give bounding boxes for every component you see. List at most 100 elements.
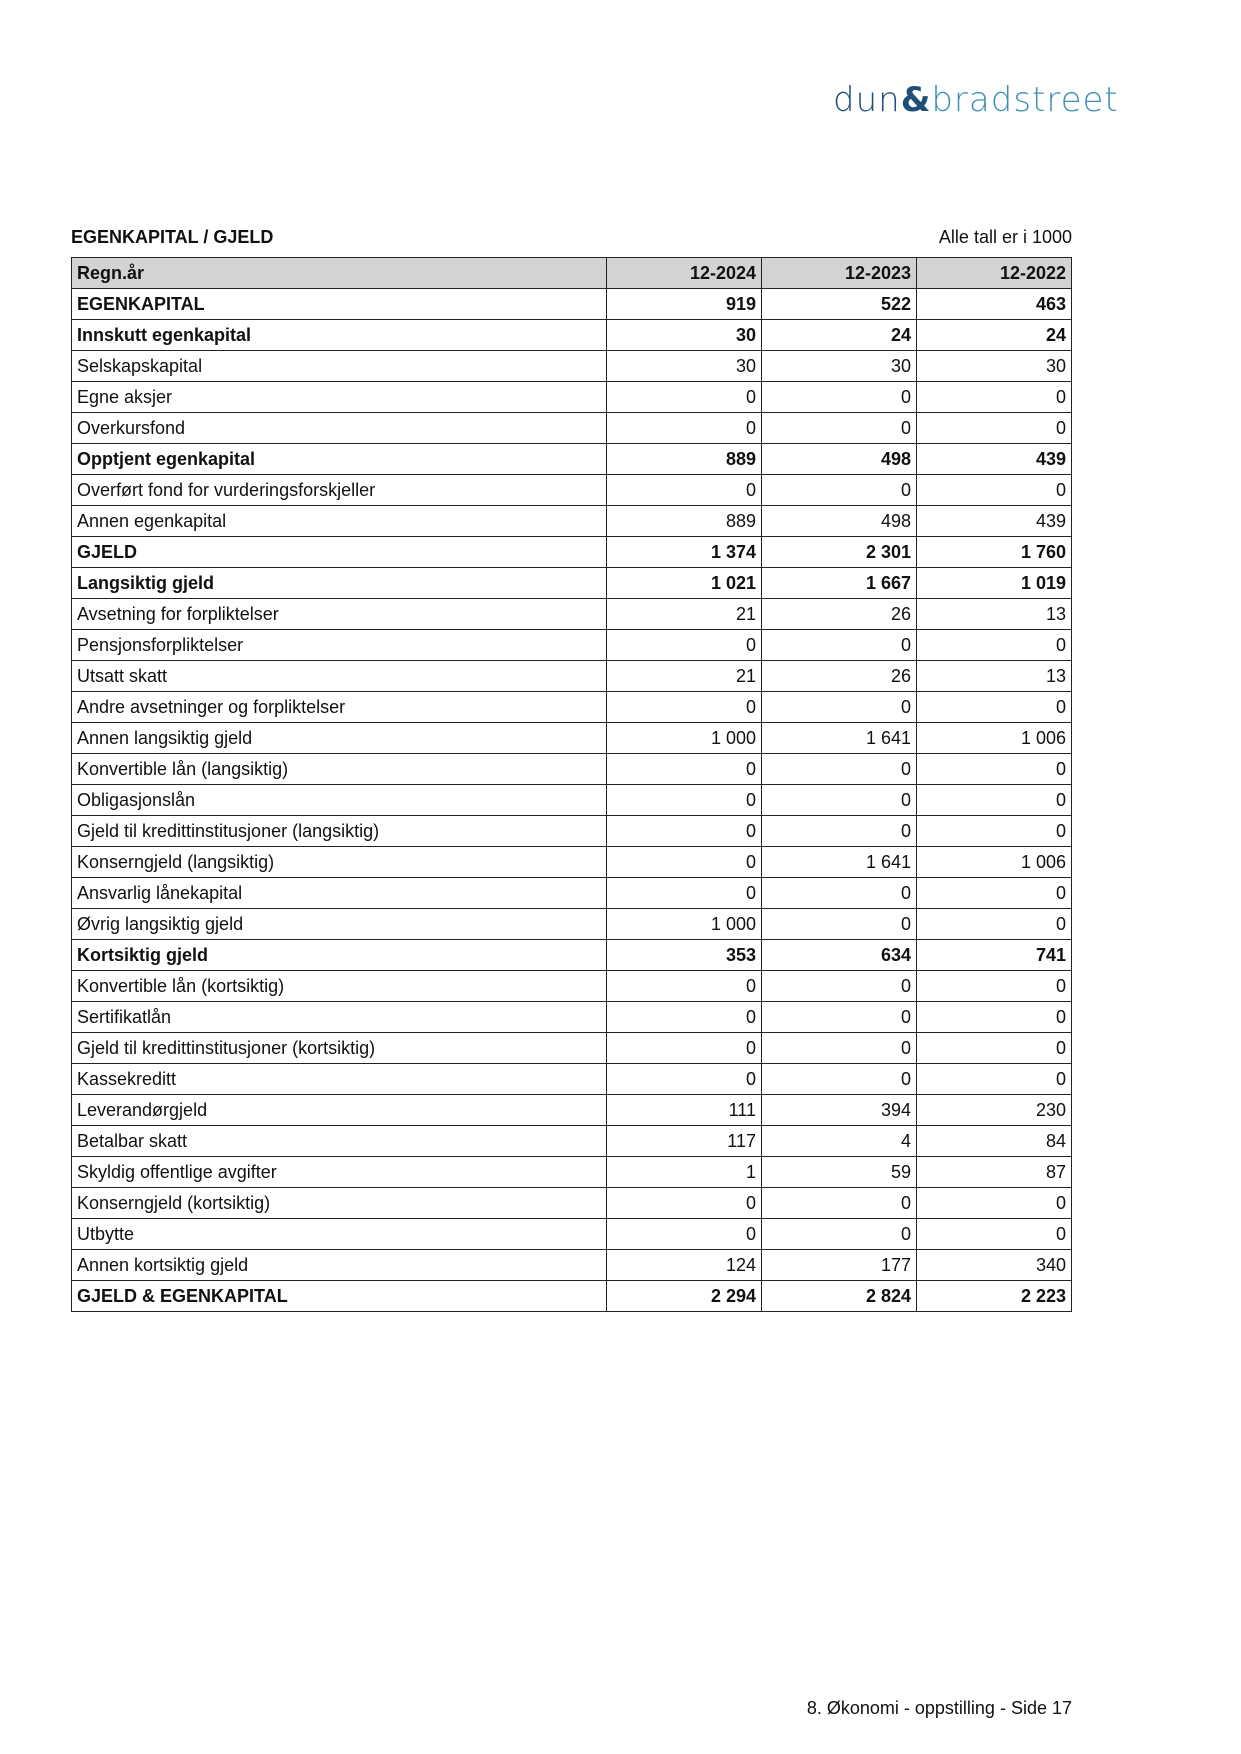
row-value: 0 <box>606 1001 762 1033</box>
row-value: 24 <box>916 319 1072 351</box>
table-row: Konvertible lån (kortsiktig) 0 0 0 <box>71 970 1072 1002</box>
row-label: Utbytte <box>71 1218 607 1250</box>
row-label: Andre avsetninger og forpliktelser <box>71 691 607 723</box>
row-value: 0 <box>761 753 917 785</box>
row-value: 1 641 <box>761 722 917 754</box>
row-label: Pensjonsforpliktelser <box>71 629 607 661</box>
row-value: 522 <box>761 288 917 320</box>
row-value: 84 <box>916 1125 1072 1157</box>
row-value: 13 <box>916 660 1072 692</box>
table-row: Opptjent egenkapital 889 498 439 <box>71 443 1072 475</box>
row-value: 1 641 <box>761 846 917 878</box>
header-year: 12-2023 <box>761 257 917 289</box>
header-label: Regn.år <box>71 257 607 289</box>
row-value: 889 <box>606 505 762 537</box>
row-label: Ansvarlig lånekapital <box>71 877 607 909</box>
row-value: 0 <box>761 877 917 909</box>
row-value: 340 <box>916 1249 1072 1281</box>
row-value: 0 <box>916 1187 1072 1219</box>
row-value: 0 <box>761 412 917 444</box>
row-value: 0 <box>606 412 762 444</box>
table-row: Overkursfond 0 0 0 <box>71 412 1072 444</box>
table-row: Skyldig offentlige avgifter 1 59 87 <box>71 1156 1072 1188</box>
row-label: Konvertible lån (langsiktig) <box>71 753 607 785</box>
row-value: 0 <box>761 784 917 816</box>
row-value: 463 <box>916 288 1072 320</box>
row-value: 0 <box>916 753 1072 785</box>
row-label: Betalbar skatt <box>71 1125 607 1157</box>
row-value: 394 <box>761 1094 917 1126</box>
row-value: 124 <box>606 1249 762 1281</box>
table-row: Kassekreditt 0 0 0 <box>71 1063 1072 1095</box>
row-value: 0 <box>916 474 1072 506</box>
row-value: 0 <box>761 1218 917 1250</box>
row-label: EGENKAPITAL <box>71 288 607 320</box>
row-value: 30 <box>606 350 762 382</box>
row-value: 230 <box>916 1094 1072 1126</box>
row-value: 13 <box>916 598 1072 630</box>
table-row: Sertifikatlån 0 0 0 <box>71 1001 1072 1033</box>
row-value: 0 <box>916 970 1072 1002</box>
row-label: GJELD & EGENKAPITAL <box>71 1280 607 1312</box>
table-row: Utbytte 0 0 0 <box>71 1218 1072 1250</box>
table-row: Egne aksjer 0 0 0 <box>71 381 1072 413</box>
row-value: 0 <box>606 691 762 723</box>
row-value: 0 <box>916 1032 1072 1064</box>
row-label: Gjeld til kredittinstitusjoner (kortsikt… <box>71 1032 607 1064</box>
row-label: Langsiktig gjeld <box>71 567 607 599</box>
table-row: Obligasjonslån 0 0 0 <box>71 784 1072 816</box>
row-label: Sertifikatlån <box>71 1001 607 1033</box>
row-label: Konserngjeld (langsiktig) <box>71 846 607 878</box>
table-row: Annen langsiktig gjeld 1 000 1 641 1 006 <box>71 722 1072 754</box>
table-row: Langsiktig gjeld 1 021 1 667 1 019 <box>71 567 1072 599</box>
section-title: EGENKAPITAL / GJELD <box>71 227 274 247</box>
row-value: 1 760 <box>916 536 1072 568</box>
row-value: 0 <box>606 970 762 1002</box>
row-value: 439 <box>916 505 1072 537</box>
row-value: 498 <box>761 505 917 537</box>
table-row: Gjeld til kredittinstitusjoner (kortsikt… <box>71 1032 1072 1064</box>
row-value: 0 <box>916 1218 1072 1250</box>
table-row: GJELD & EGENKAPITAL 2 294 2 824 2 223 <box>71 1280 1072 1312</box>
row-label: Konvertible lån (kortsiktig) <box>71 970 607 1002</box>
row-label: Avsetning for forpliktelser <box>71 598 607 630</box>
row-label: Skyldig offentlige avgifter <box>71 1156 607 1188</box>
row-value: 0 <box>916 908 1072 940</box>
row-value: 0 <box>761 815 917 847</box>
row-value: 21 <box>606 598 762 630</box>
row-label: Øvrig langsiktig gjeld <box>71 908 607 940</box>
row-value: 0 <box>761 1063 917 1095</box>
row-value: 0 <box>916 1001 1072 1033</box>
row-value: 1 <box>606 1156 762 1188</box>
table-row: Selskapskapital 30 30 30 <box>71 350 1072 382</box>
page-footer: 8. Økonomi - oppstilling - Side 17 <box>806 1698 1072 1718</box>
table-row: Annen egenkapital 889 498 439 <box>71 505 1072 537</box>
table-row: Øvrig langsiktig gjeld 1 000 0 0 <box>71 908 1072 940</box>
row-value: 0 <box>606 753 762 785</box>
row-value: 889 <box>606 443 762 475</box>
row-value: 1 006 <box>916 846 1072 878</box>
row-value: 0 <box>916 629 1072 661</box>
row-value: 0 <box>761 1001 917 1033</box>
row-label: Selskapskapital <box>71 350 607 382</box>
table-row: Betalbar skatt 117 4 84 <box>71 1125 1072 1157</box>
row-value: 26 <box>761 660 917 692</box>
row-value: 0 <box>606 815 762 847</box>
table-row: Konvertible lån (langsiktig) 0 0 0 <box>71 753 1072 785</box>
row-value: 1 006 <box>916 722 1072 754</box>
row-value: 117 <box>606 1125 762 1157</box>
row-label: Annen kortsiktig gjeld <box>71 1249 607 1281</box>
row-value: 0 <box>916 381 1072 413</box>
row-value: 24 <box>761 319 917 351</box>
row-value: 0 <box>761 691 917 723</box>
row-value: 0 <box>606 381 762 413</box>
table-header-row: Regn.år 12-2024 12-2023 12-2022 <box>71 257 1072 289</box>
row-value: 741 <box>916 939 1072 971</box>
row-label: GJELD <box>71 536 607 568</box>
row-value: 0 <box>761 1187 917 1219</box>
row-value: 0 <box>761 1032 917 1064</box>
logo-ampersand: & <box>900 80 932 120</box>
row-value: 0 <box>761 970 917 1002</box>
row-value: 2 223 <box>916 1280 1072 1312</box>
row-value: 0 <box>761 908 917 940</box>
